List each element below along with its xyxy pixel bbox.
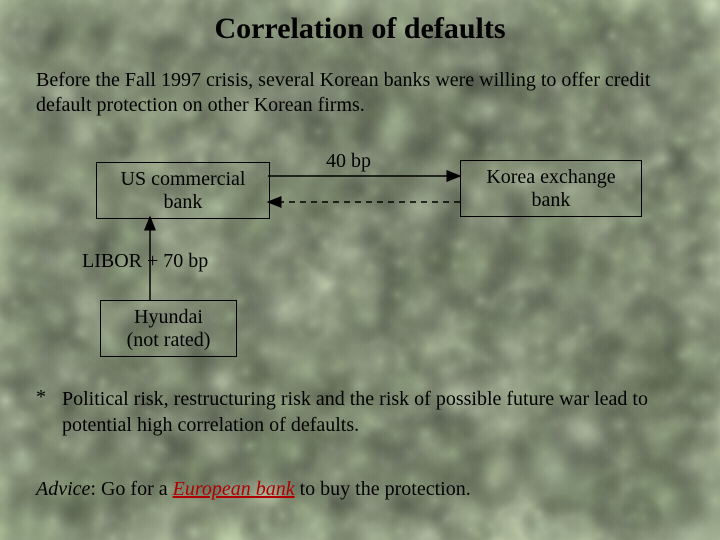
slide-content: Correlation of defaults Before the Fall … (0, 0, 720, 540)
advice-after: to buy the protection. (295, 478, 471, 500)
advice-line: Advice: Go for a European bank to buy th… (36, 478, 686, 501)
edge-label-40bp: 40 bp (326, 150, 371, 173)
advice-label: Advice (36, 478, 90, 500)
advice-emphasis: European bank (173, 478, 295, 500)
node-korea-exchange-bank: Korea exchange bank (460, 160, 642, 217)
slide-title: Correlation of defaults (0, 12, 720, 46)
edge-label-libor: LIBOR + 70 bp (82, 250, 208, 273)
advice-before: : Go for a (90, 478, 172, 500)
intro-paragraph: Before the Fall 1997 crisis, several Kor… (36, 68, 686, 118)
bullet-text: Political risk, restructuring risk and t… (62, 386, 686, 438)
node-us-commercial-bank: US commercial bank (96, 162, 270, 219)
node-hyundai: Hyundai (not rated) (100, 300, 237, 357)
bullet-marker: * (36, 386, 46, 409)
